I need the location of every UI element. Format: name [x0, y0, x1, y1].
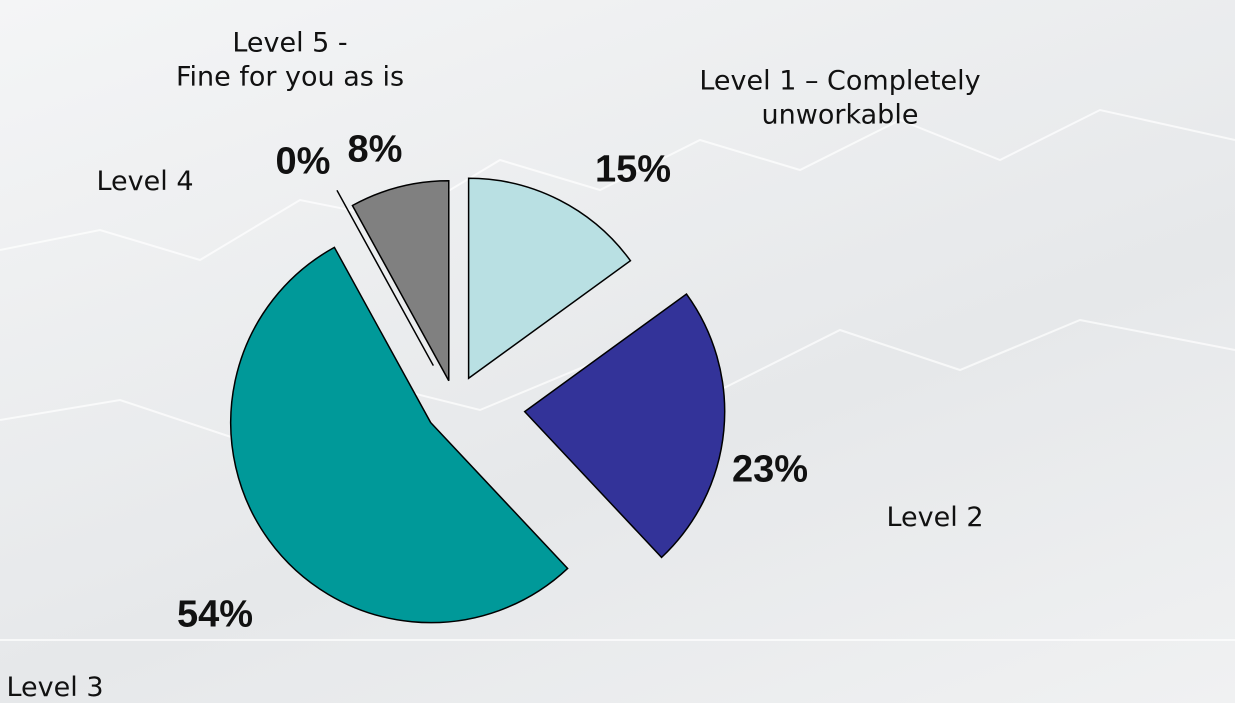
- slice-label: Level 1 – Completely unworkable: [699, 65, 981, 130]
- pie-slice: [467, 177, 632, 380]
- data-label: 54%: [176, 593, 254, 636]
- data-label: 23%: [731, 448, 809, 491]
- slice-label: Level 3: [6, 672, 104, 703]
- data-label: 8%: [347, 128, 403, 171]
- pie-slice: [230, 246, 569, 624]
- data-label: 15%: [594, 148, 672, 191]
- pie-slice: [523, 292, 726, 559]
- pie-slice: [351, 180, 450, 382]
- slice-label: Level 2: [886, 502, 984, 534]
- slice-label: Level 4: [96, 166, 194, 198]
- data-label: 0%: [275, 140, 331, 183]
- slice-label: Level 5 - Fine for you as is: [175, 27, 405, 92]
